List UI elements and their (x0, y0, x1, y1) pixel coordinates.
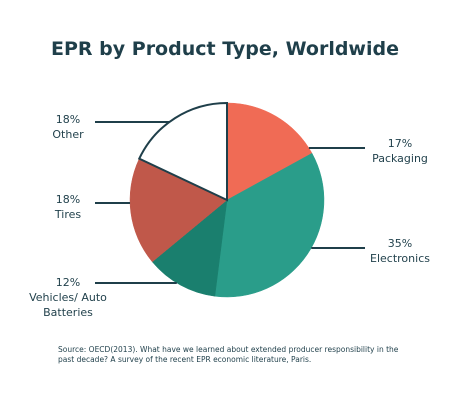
slice-label: 35% Electronics (345, 236, 450, 266)
pie-slice (129, 158, 228, 263)
category-label: Vehicles/ Auto Batteries (29, 291, 107, 319)
source-note: Source: OECD(2013). What have we learned… (58, 345, 399, 364)
chart-title: EPR by Product Type, Worldwide (51, 38, 399, 60)
pie-slice (214, 152, 325, 298)
slice-label: 17% Packaging (345, 136, 450, 166)
value-label: 18% (55, 193, 81, 206)
category-label: Tires (54, 208, 82, 221)
slice-label: 18% Tires (13, 192, 123, 222)
pie-slice (226, 102, 313, 201)
pie-slice (151, 199, 228, 297)
category-label: Packaging (372, 152, 428, 165)
value-label: 35% (387, 237, 413, 250)
category-label: Other (52, 128, 84, 141)
pie-slice (137, 101, 228, 202)
value-label: 12% (55, 276, 81, 289)
slice-label: 18% Other (13, 112, 123, 142)
value-label: 17% (387, 137, 413, 150)
category-label: Electronics (370, 252, 430, 265)
value-label: 18% (55, 113, 81, 126)
slice-label: 12% Vehicles/ Auto Batteries (13, 275, 123, 320)
